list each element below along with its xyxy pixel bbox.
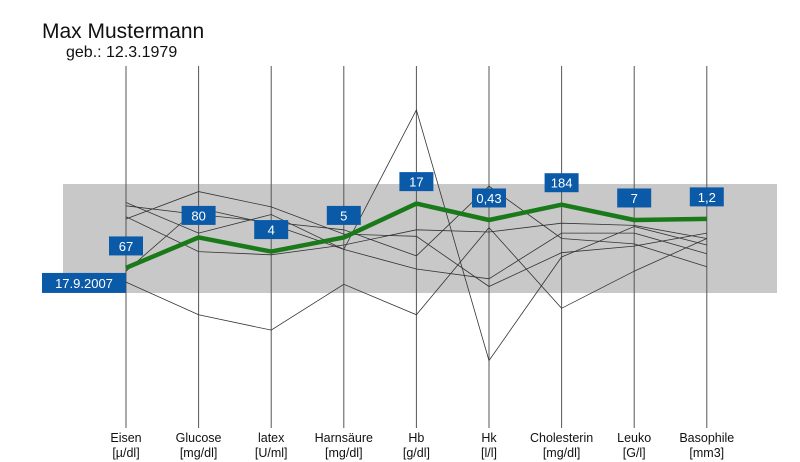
axis-unit-9: [mm3]: [689, 446, 724, 460]
axis-unit-4: [mg/dl]: [325, 446, 363, 460]
value-label-7: 184: [551, 176, 573, 191]
date-label: 17.9.2007: [55, 276, 113, 291]
value-box-1: [109, 236, 143, 256]
axis-name-9: Basophile: [679, 431, 734, 445]
axis-name-6: Hk: [481, 431, 497, 445]
patient-name: Max Mustermann: [42, 20, 205, 43]
axis-unit-2: [mg/dl]: [180, 446, 218, 460]
axis-unit-5: [g/dl]: [403, 446, 430, 460]
value-box-4: [326, 205, 361, 225]
axis-name-2: Glucose: [176, 431, 222, 445]
history-line-4: [125, 216, 707, 256]
axis-name-7: Cholesterin: [530, 431, 593, 445]
axis-unit-3: [U/ml]: [255, 446, 288, 460]
value-box-2: [181, 205, 216, 225]
value-label-9: 1,2: [698, 190, 716, 205]
birth-date: geb.: 12.3.1979: [66, 44, 178, 61]
value-label-4: 5: [340, 208, 347, 223]
axis-name-3: latex: [258, 431, 285, 445]
axis-unit-8: [G/l]: [623, 446, 646, 460]
value-label-5: 17: [409, 175, 423, 190]
history-line-5: [125, 226, 707, 331]
value-box-6: [472, 188, 506, 208]
value-label-3: 4: [268, 223, 275, 238]
history-line-1: [125, 191, 707, 287]
value-box-7: [544, 173, 579, 193]
axis-name-4: Harnsäure: [315, 431, 373, 445]
axis-name-1: Eisen: [110, 431, 141, 445]
axis-name-5: Hb: [408, 431, 424, 445]
value-label-6: 0,43: [476, 191, 501, 206]
axis-unit-1: [µ/dl]: [112, 446, 139, 460]
value-box-3: [254, 220, 289, 240]
history-line-3: [125, 108, 707, 362]
history-line-2: [125, 185, 707, 268]
axis-unit-7: [mg/dl]: [543, 446, 581, 460]
value-label-2: 80: [191, 208, 205, 223]
date-box: [42, 272, 126, 293]
value-label-1: 67: [119, 239, 133, 254]
value-box-5: [399, 172, 434, 192]
value-box-8: [617, 188, 652, 208]
value-box-9: [689, 187, 724, 207]
current-series-line: [125, 201, 707, 270]
axis-unit-6: [l/l]: [481, 446, 497, 460]
value-label-8: 7: [631, 191, 638, 206]
history-line-6: [125, 207, 707, 280]
axis-name-8: Leuko: [617, 431, 651, 445]
